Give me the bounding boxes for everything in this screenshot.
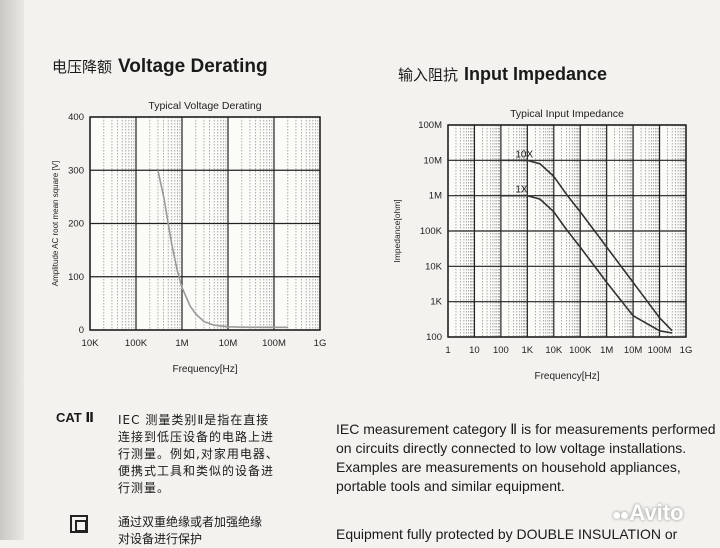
y-tick-label: 300 — [68, 165, 84, 176]
cat-ii-description-en: IEC measurement category Ⅱ is for measur… — [336, 420, 720, 496]
double-insulation-icon — [70, 515, 88, 533]
x-tick-label: 1M — [600, 345, 613, 356]
x-tick-label: 100 — [493, 345, 509, 356]
cat-ii-label: CAT Ⅱ — [56, 410, 94, 425]
avito-logo-icon: ●● — [612, 507, 629, 524]
y-axis-label: Impedance[ohm] — [392, 199, 402, 262]
cn-line: 行测量。例如,对家用电器、 — [118, 447, 279, 461]
voltage-derating-heading: 电压降额 Voltage Derating — [52, 56, 268, 77]
avito-watermark: ●●Avito — [612, 500, 684, 525]
y-tick-label: 100 — [426, 332, 442, 343]
y-tick-label: 400 — [68, 112, 84, 123]
en-line: IEC measurement category Ⅱ is for measur… — [336, 421, 716, 437]
double-insulation-en: Equipment fully protected by DOUBLE INSU… — [336, 526, 678, 542]
chart-title: Typical Voltage Derating — [148, 100, 261, 112]
cn-line: 连接到低压设备的电路上进 — [118, 430, 275, 444]
en-line: on circuits directly connected to low vo… — [336, 440, 687, 456]
x-axis-label: Frequency[Hz] — [534, 371, 599, 382]
x-tick-label: 10K — [82, 338, 100, 349]
double-insulation-cn: 通过双重绝缘或者加强绝缘 对设备进行保护 — [118, 514, 318, 548]
voltage-derating-chart: 10K 100K 1M 10M 100M 1G 0 100 200 300 400 Typical V… — [51, 100, 327, 375]
chart-title: Typical Input Impedance — [510, 108, 624, 120]
series-label: 10X — [515, 149, 533, 160]
cn-line: 便携式工具和类似的设备进 — [118, 464, 275, 478]
page-edge — [0, 0, 24, 540]
series-line — [500, 194, 673, 334]
y-tick-label: 100K — [420, 226, 443, 237]
y-tick-label: 1K — [430, 297, 442, 308]
y-tick-label: 10K — [425, 261, 443, 272]
y-tick-label: 100 — [68, 272, 84, 283]
en-line: portable tools and similar equipment. — [336, 478, 565, 494]
x-tick-label: 10M — [219, 338, 238, 349]
y-tick-label: 200 — [68, 219, 84, 230]
x-tick-label: 100K — [569, 345, 592, 356]
cn-line: IEC 测量类别Ⅱ是指在直接 — [118, 413, 270, 427]
x-tick-label: 1M — [175, 338, 188, 349]
x-tick-label: 1G — [314, 338, 327, 349]
cn-line: 通过双重绝缘或者加强绝缘 — [118, 515, 263, 529]
x-tick-label: 1G — [680, 345, 693, 356]
x-tick-label: 1 — [445, 345, 450, 356]
cn-line: 行测量。 — [118, 481, 171, 495]
x-tick-label: 100K — [125, 338, 148, 349]
y-axis-label: Amplitude AC root mean square [V] — [51, 161, 60, 286]
input-impedance-chart: 1 10 100 1K 10K 100K 1M 10M 100M 1G 100 1K 10K 100K 1M… — [392, 108, 693, 382]
y-tick-label: 0 — [79, 325, 84, 336]
series-line — [500, 159, 673, 332]
x-tick-label: 10 — [469, 345, 480, 356]
series-line — [157, 170, 288, 329]
y-tick-label: 10M — [424, 155, 443, 166]
x-tick-label: 10M — [624, 345, 643, 356]
x-tick-label: 100M — [648, 345, 672, 356]
cat-ii-description-cn: IEC 测量类别Ⅱ是指在直接 连接到低压设备的电路上进 行测量。例如,对家用电器… — [118, 412, 318, 497]
y-tick-label: 100M — [418, 120, 442, 131]
x-axis-label: Frequency[Hz] — [172, 364, 237, 375]
y-tick-label: 1M — [429, 191, 442, 202]
input-impedance-heading: 输入阻抗 Input Impedance — [398, 64, 608, 84]
en-line: Examples are measurements on household a… — [336, 459, 681, 475]
series-label: 1X — [515, 185, 528, 196]
x-tick-label: 100M — [262, 338, 286, 349]
x-tick-label: 1K — [522, 345, 534, 356]
x-tick-label: 10K — [545, 345, 563, 356]
